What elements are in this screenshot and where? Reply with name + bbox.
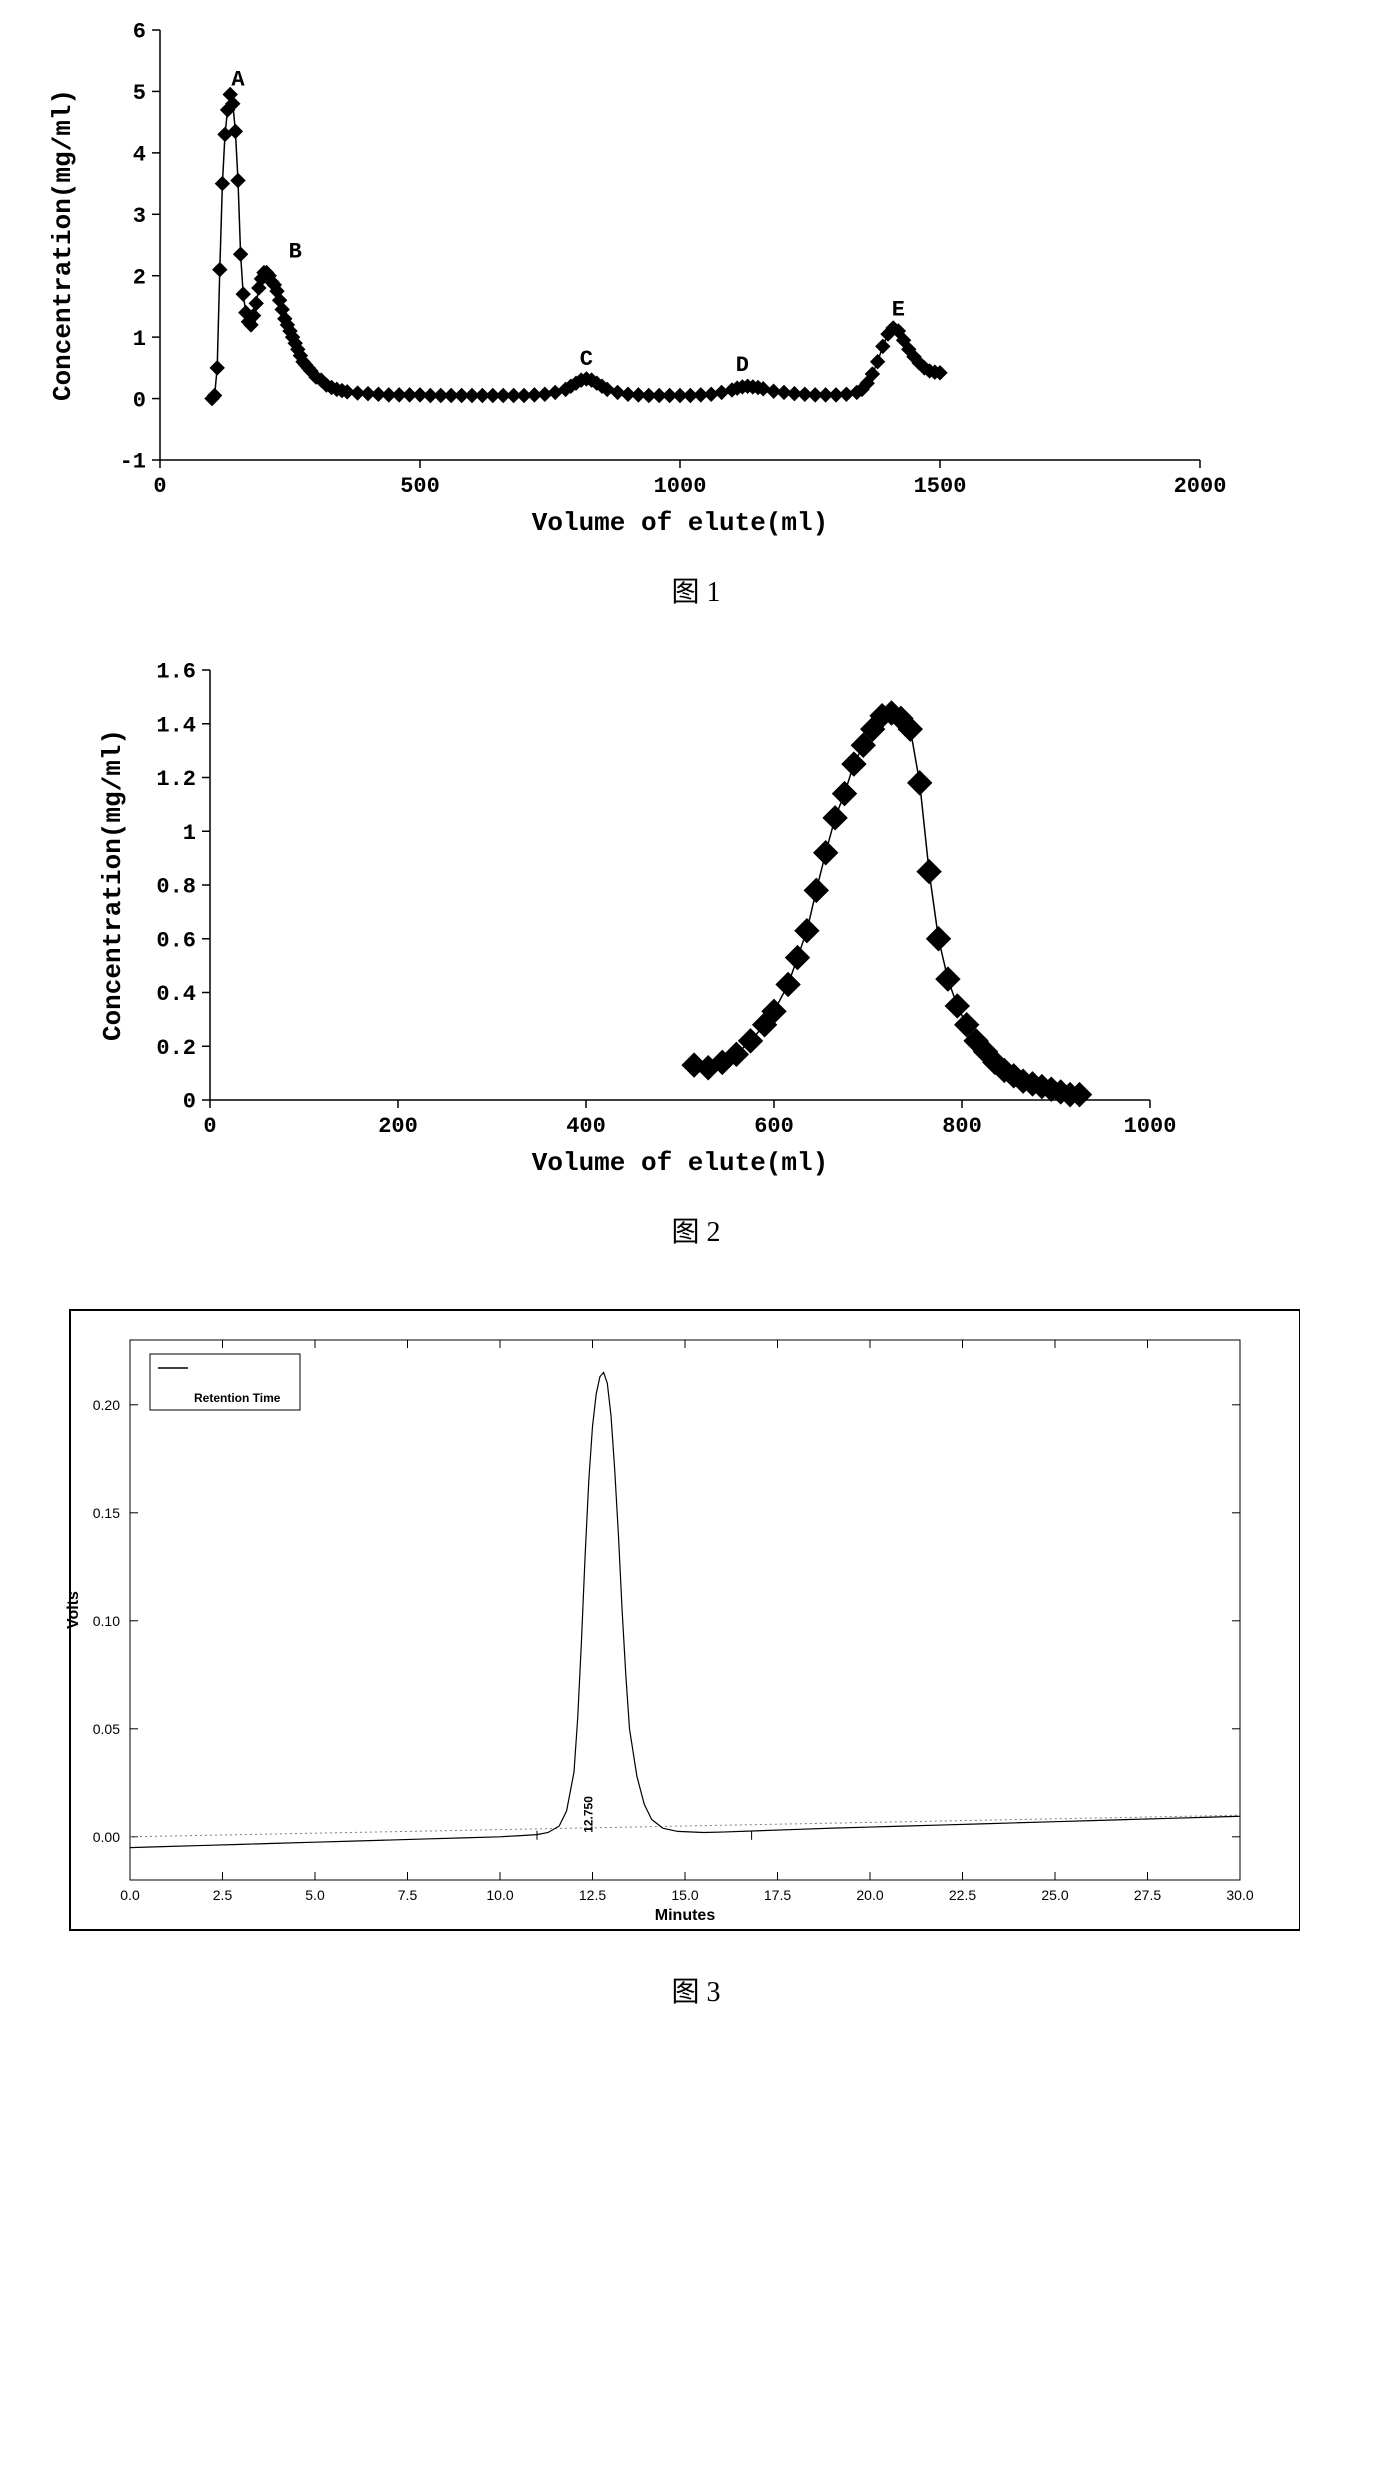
svg-text:D: D	[736, 353, 749, 378]
svg-text:C: C	[580, 347, 593, 372]
svg-text:0.8: 0.8	[156, 875, 196, 900]
svg-text:2: 2	[133, 265, 146, 290]
svg-text:12.5: 12.5	[579, 1887, 606, 1903]
svg-text:0.0: 0.0	[120, 1887, 140, 1903]
svg-text:0.20: 0.20	[93, 1397, 120, 1413]
svg-text:Retention Time: Retention Time	[194, 1391, 281, 1405]
svg-text:30.0: 30.0	[1226, 1887, 1253, 1903]
svg-text:27.5: 27.5	[1134, 1887, 1161, 1903]
svg-text:1: 1	[183, 821, 196, 846]
svg-text:25.0: 25.0	[1041, 1887, 1068, 1903]
caption-1: 图 1	[0, 570, 1392, 610]
svg-text:17.5: 17.5	[764, 1887, 791, 1903]
svg-text:400: 400	[566, 1114, 606, 1139]
svg-text:4: 4	[133, 143, 146, 168]
svg-text:10.0: 10.0	[486, 1887, 513, 1903]
svg-text:0.05: 0.05	[93, 1721, 120, 1737]
svg-text:-1: -1	[120, 450, 146, 475]
svg-text:500: 500	[400, 474, 440, 499]
svg-text:1: 1	[133, 327, 146, 352]
svg-text:0.6: 0.6	[156, 928, 196, 953]
svg-text:0: 0	[153, 474, 166, 499]
svg-text:600: 600	[754, 1114, 794, 1139]
svg-text:0.15: 0.15	[93, 1505, 120, 1521]
svg-text:2000: 2000	[1174, 474, 1227, 499]
svg-text:200: 200	[378, 1114, 418, 1139]
svg-text:7.5: 7.5	[398, 1887, 418, 1903]
figure-3: 0.00 0.05 0.10 0.15 0.20 0.0 2.5 5.0 7.5 10.0 12.5…	[0, 1300, 1392, 1940]
svg-text:Volume of elute(ml): Volume of elute(ml)	[532, 508, 828, 538]
svg-text:800: 800	[942, 1114, 982, 1139]
svg-text:Minutes: Minutes	[655, 1907, 716, 1924]
svg-text:5.0: 5.0	[305, 1887, 325, 1903]
svg-text:1.2: 1.2	[156, 767, 196, 792]
svg-text:Volts: Volts	[65, 1591, 82, 1629]
chart-2: 0 200 400 600 800 1000 0 0.2 0.4 0.6 0.8 1 1.2 1.4 1.6…	[0, 660, 1300, 1180]
svg-text:1000: 1000	[1124, 1114, 1177, 1139]
svg-text:0.00: 0.00	[93, 1829, 120, 1845]
svg-text:20.0: 20.0	[856, 1887, 883, 1903]
svg-text:3: 3	[133, 204, 146, 229]
svg-text:B: B	[289, 239, 302, 264]
svg-text:12.750: 12.750	[582, 1796, 596, 1833]
svg-text:0.4: 0.4	[156, 982, 196, 1007]
svg-text:1.4: 1.4	[156, 713, 196, 738]
svg-text:0.2: 0.2	[156, 1036, 196, 1061]
figure-2: 0 200 400 600 800 1000 0 0.2 0.4 0.6 0.8 1 1.2 1.4 1.6…	[0, 660, 1392, 1180]
svg-text:0: 0	[183, 1090, 196, 1115]
svg-text:6: 6	[133, 20, 146, 45]
svg-text:1000: 1000	[654, 474, 707, 499]
svg-text:Volume of elute(ml): Volume of elute(ml)	[532, 1148, 828, 1178]
caption-3: 图 3	[0, 1970, 1392, 2010]
svg-text:22.5: 22.5	[949, 1887, 976, 1903]
caption-2: 图 2	[0, 1210, 1392, 1250]
svg-text:Concentration(mg/ml): Concentration(mg/ml)	[48, 89, 78, 401]
svg-text:1.6: 1.6	[156, 660, 196, 685]
svg-text:0: 0	[203, 1114, 216, 1139]
svg-text:5: 5	[133, 81, 146, 106]
svg-text:15.0: 15.0	[671, 1887, 698, 1903]
chart-1: 0 500 1000 1500 2000 -1 0 1 2 3 4 5 6 Volume of elute…	[0, 20, 1300, 540]
figure-1: 0 500 1000 1500 2000 -1 0 1 2 3 4 5 6 Volume of elute…	[0, 20, 1392, 540]
svg-text:2.5: 2.5	[213, 1887, 233, 1903]
svg-text:1500: 1500	[914, 474, 967, 499]
svg-text:0.10: 0.10	[93, 1613, 120, 1629]
svg-text:E: E	[892, 298, 905, 323]
chart-3: 0.00 0.05 0.10 0.15 0.20 0.0 2.5 5.0 7.5 10.0 12.5…	[0, 1300, 1300, 1940]
svg-text:A: A	[231, 67, 245, 92]
svg-text:Concentration(mg/ml): Concentration(mg/ml)	[98, 729, 128, 1041]
svg-text:0: 0	[133, 388, 146, 413]
